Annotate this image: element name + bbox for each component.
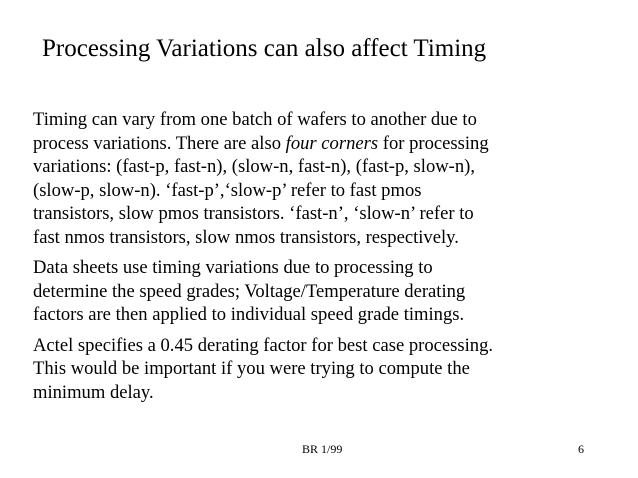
paragraph-process-variations: Timing can vary from one batch of wafers… [33,108,633,249]
text-line: minimum delay. [33,381,154,403]
text-line: This would be important if you were tryi… [33,358,470,379]
text-line: fast nmos transistors, slow nmos transis… [33,226,459,248]
text-line: variations: (fast-p, fast-n), (slow-n, f… [33,156,475,177]
text-line: Data sheets use timing variations due to… [33,257,433,278]
text-line: determine the speed grades; Voltage/Temp… [33,280,466,302]
slide-title: Processing Variations can also affect Ti… [42,35,487,62]
text-line: (slow-p, slow-n). ‘fast-p’,‘slow-p’ refe… [33,179,422,201]
text-line: factors are then applied to individual s… [33,304,465,325]
text-line: process variations. There are also four … [33,132,489,154]
paragraph-speed-grades: Data sheets use timing variations due to… [33,256,633,327]
emphasis-four-corners: four corners [285,132,379,154]
slide-body: Timing can vary from one batch of wafers… [33,108,633,411]
paragraph-actel-derating: Actel specifies a 0.45 derating factor f… [33,334,633,405]
text-line: Actel specifies a 0.45 derating factor f… [33,334,494,356]
text-line: Timing can vary from one batch of wafers… [33,109,477,130]
page-number: 6 [578,442,584,456]
text-line: transistors, slow pmos transistors. ‘fas… [33,203,474,224]
footer-date: BR 1/99 [302,442,343,456]
